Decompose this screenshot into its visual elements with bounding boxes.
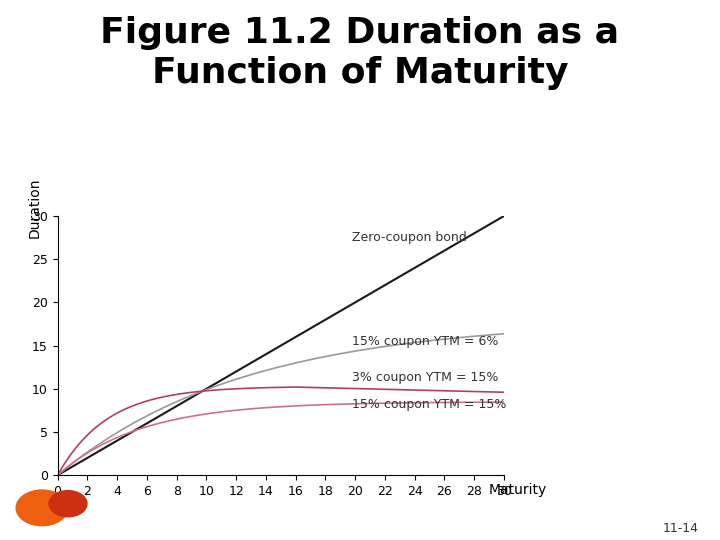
Text: Figure 11.2 Duration as a
Function of Maturity: Figure 11.2 Duration as a Function of Ma… <box>100 16 620 90</box>
Y-axis label: Duration: Duration <box>28 178 42 239</box>
Text: 3% coupon YTM = 15%: 3% coupon YTM = 15% <box>352 371 498 384</box>
Text: 15% coupon YTM = 15%: 15% coupon YTM = 15% <box>352 398 507 411</box>
Circle shape <box>16 490 68 526</box>
Text: Zero-coupon bond: Zero-coupon bond <box>352 231 467 244</box>
Circle shape <box>49 491 87 517</box>
Text: 11-14: 11-14 <box>662 522 698 535</box>
Text: 15% coupon YTM = 6%: 15% coupon YTM = 6% <box>352 335 498 348</box>
X-axis label: Maturity: Maturity <box>488 483 546 497</box>
